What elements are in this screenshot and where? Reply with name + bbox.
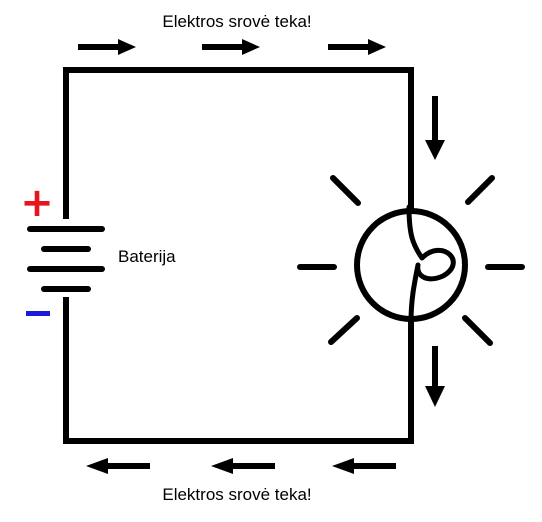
- ray-upper-right: [465, 175, 495, 205]
- light-bulb-icon: [354, 204, 468, 325]
- current-arrows-right: [425, 96, 445, 407]
- arrow-icon: [332, 458, 396, 474]
- arrow-icon: [78, 39, 136, 55]
- current-label-top: Elektros srovė teka!: [162, 12, 311, 31]
- arrow-icon: [425, 346, 445, 407]
- arrow-icon: [328, 39, 386, 55]
- current-label-bottom: Elektros srovė teka!: [162, 485, 311, 504]
- positive-terminal: +: [20, 180, 54, 226]
- light-rays: [297, 175, 525, 346]
- wire-top-right: [63, 67, 414, 219]
- wire-bottom: [63, 297, 414, 444]
- battery-icon: [27, 226, 105, 292]
- bulb-filament: [406, 204, 456, 325]
- arrow-icon: [202, 39, 260, 55]
- battery-label: Baterija: [118, 247, 176, 266]
- arrow-icon: [211, 458, 275, 474]
- ray-lower-right: [462, 315, 493, 346]
- arrow-icon: [425, 96, 445, 160]
- current-arrows-bottom: [86, 458, 396, 474]
- arrow-icon: [86, 458, 150, 474]
- current-arrows-top: [78, 39, 386, 55]
- circuit-wires: [63, 67, 414, 444]
- ray-lower-left: [328, 315, 360, 345]
- negative-terminal: [26, 311, 50, 316]
- ray-upper-left: [330, 175, 361, 206]
